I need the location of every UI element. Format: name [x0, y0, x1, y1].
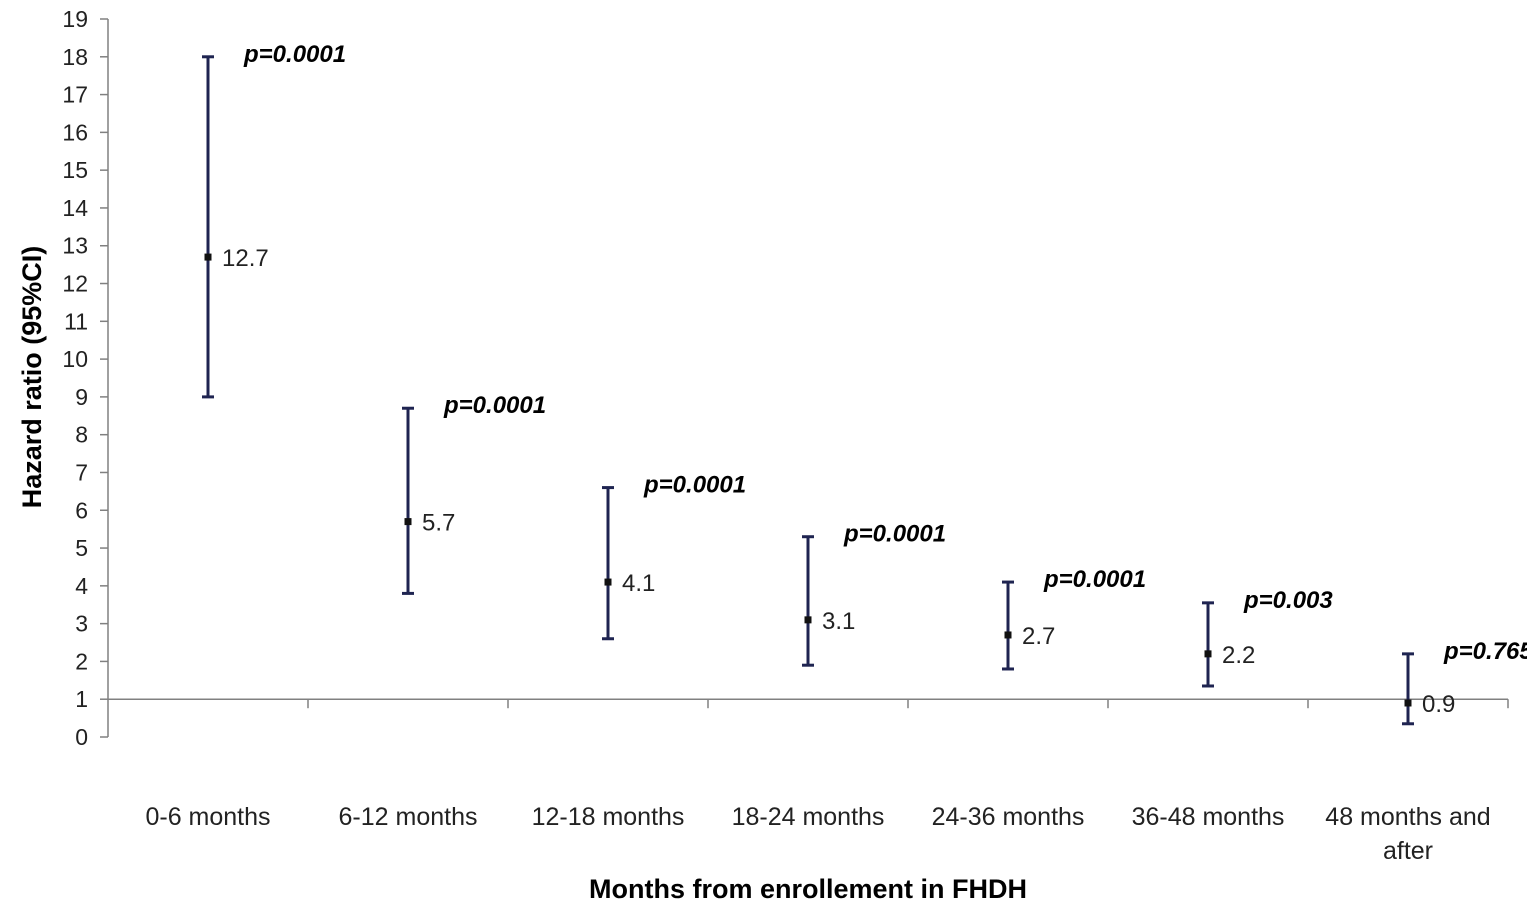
hazard-ratio-point	[1004, 631, 1012, 639]
p-value-label: p=0.765	[1443, 638, 1527, 665]
y-tick-label: 15	[62, 157, 88, 183]
hazard-ratio-point	[1204, 650, 1212, 658]
y-tick-label: 8	[75, 422, 88, 448]
y-tick-label: 4	[75, 573, 88, 599]
hazard-ratio-point	[604, 578, 612, 586]
category-label: 0-6 months	[145, 803, 270, 831]
y-tick-label: 0	[75, 724, 88, 750]
category-label: 24-36 months	[932, 803, 1085, 831]
y-tick-label: 18	[62, 44, 88, 70]
y-tick-label: 11	[64, 308, 88, 334]
category-label: 12-18 months	[532, 803, 685, 831]
p-value-label: p=0.0001	[443, 392, 546, 419]
y-tick-label: 10	[62, 346, 88, 372]
p-value-label: p=0.0001	[843, 521, 946, 548]
hazard-ratio-value-label: 3.1	[822, 608, 855, 635]
y-tick-label: 7	[75, 459, 88, 485]
category-label: 36-48 months	[1132, 803, 1285, 831]
hazard-ratio-value-label: 2.7	[1022, 623, 1055, 650]
y-tick-label: 17	[62, 82, 88, 108]
y-tick-label: 1	[75, 686, 88, 712]
y-tick-label: 19	[62, 6, 88, 32]
y-tick-label: 5	[75, 535, 88, 561]
y-tick-label: 13	[62, 233, 88, 259]
x-axis-title: Months from enrollement in FHDH	[589, 874, 1027, 902]
hazard-ratio-value-label: 2.2	[1222, 642, 1255, 669]
hazard-ratio-value-label: 4.1	[622, 570, 655, 597]
category-label: after	[1383, 837, 1433, 865]
y-tick-label: 14	[62, 195, 88, 221]
y-tick-label: 9	[75, 384, 88, 410]
category-label: 6-12 months	[339, 803, 478, 831]
p-value-label: p=0.0001	[243, 41, 346, 68]
hazard-ratio-value-label: 12.7	[222, 245, 269, 272]
data-labels: 12.7 p=0.0001 5.7 p=0.0001 4.1 p=0.0001 3.1 p=0…	[222, 41, 1527, 718]
p-value-label: p=0.0001	[1043, 566, 1146, 593]
category-label: 48 months and	[1325, 803, 1490, 831]
y-tick-label: 3	[75, 611, 88, 637]
hazard-ratio-value-label: 0.9	[1422, 691, 1455, 718]
hazard-ratio-point	[804, 616, 812, 624]
hazard-ratio-point	[1404, 699, 1412, 707]
p-value-label: p=0.0001	[643, 472, 746, 499]
y-tick-label: 2	[75, 648, 88, 674]
error-bars	[202, 55, 1414, 726]
p-value-label: p=0.003	[1243, 587, 1333, 614]
category-label: 18-24 months	[732, 803, 885, 831]
y-tick-label: 12	[62, 271, 88, 297]
y-axis-title: Hazard ratio (95%CI)	[17, 246, 47, 509]
hazard-ratio-point	[204, 253, 212, 261]
category-labels: 0-6 months 6-12 months 12-18 months 18-24 m…	[145, 803, 1490, 865]
hazard-ratio-value-label: 5.7	[422, 510, 455, 537]
reference-line-axis	[108, 698, 1509, 709]
y-tick-label: 16	[62, 119, 88, 145]
hazard-ratio-point	[404, 518, 412, 526]
y-tick-label: 6	[75, 497, 88, 523]
